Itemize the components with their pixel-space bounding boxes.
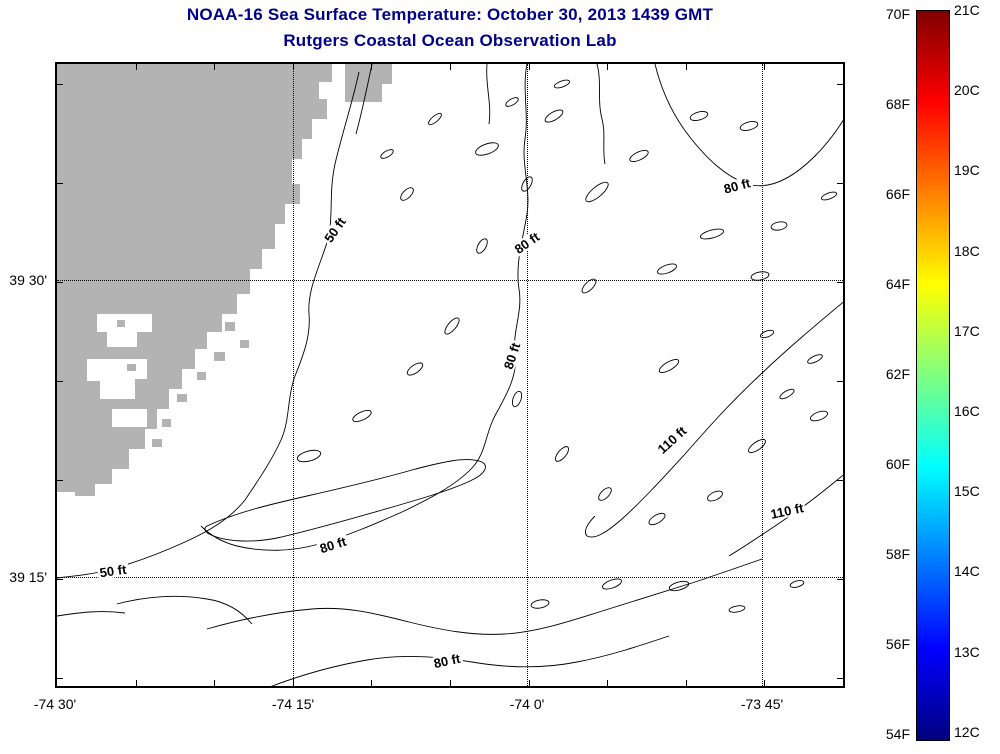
colorbar-label-fahrenheit: 64F — [885, 276, 910, 292]
figure-subtitle: Rutgers Coastal Ocean Observation Lab — [283, 31, 617, 50]
colorbar-label-celsius: 18C — [954, 242, 980, 259]
contour-top-b — [596, 64, 606, 165]
contour-top-a — [486, 64, 491, 125]
colorbar-label-celsius: 13C — [954, 643, 980, 660]
contour-fragment — [355, 64, 373, 135]
map-plot-area — [55, 62, 845, 688]
axis-tick-left — [57, 678, 63, 679]
figure-title: NOAA-16 Sea Surface Temperature: October… — [186, 5, 714, 24]
colorbar-label-fahrenheit: 68F — [885, 96, 910, 112]
land-block — [345, 64, 392, 102]
axis-tick-top — [607, 64, 608, 70]
colorbar-label-celsius: 20C — [954, 82, 980, 99]
colorbar-label-celsius: 16C — [954, 403, 980, 419]
contour-blobs — [296, 79, 838, 613]
axis-tick-bottom — [686, 680, 687, 686]
colorbar-label-fahrenheit: 54F — [885, 726, 910, 742]
contour-80ft-ne — [654, 64, 843, 187]
axis-tick-right — [837, 282, 843, 283]
contour-closed-ridge — [204, 459, 486, 542]
temperature-colorbar — [916, 10, 950, 741]
axis-tick-top — [450, 64, 451, 70]
axis-tick-left — [57, 381, 63, 382]
colorbar-label-celsius: 19C — [954, 162, 980, 179]
axis-tick-bottom — [529, 680, 530, 686]
contour-110ft — [584, 301, 843, 538]
islands — [117, 304, 249, 447]
contour-bottom-a — [206, 558, 763, 635]
axis-tick-left — [57, 183, 63, 184]
x-tick-label: -74 15' — [271, 696, 315, 712]
bay — [112, 409, 147, 427]
axis-tick-bottom — [450, 680, 451, 686]
axis-tick-top — [293, 64, 294, 70]
axis-tick-left — [57, 579, 63, 580]
contour-bottom-b — [271, 635, 670, 686]
axis-tick-right — [837, 84, 843, 85]
axis-tick-top — [214, 64, 215, 70]
colorbar-label-celsius: 21C — [954, 2, 980, 18]
colorbar-label-fahrenheit: 56F — [885, 636, 910, 652]
contour-sw-a — [116, 595, 253, 625]
axis-tick-bottom — [136, 680, 137, 686]
axis-tick-bottom — [607, 680, 608, 686]
colorbar-label-fahrenheit: 66F — [885, 186, 910, 202]
axis-tick-top — [764, 64, 765, 70]
y-tick-label: 39 30' — [9, 272, 47, 288]
grid-line-horizontal — [57, 280, 843, 281]
map-svg — [57, 64, 843, 686]
colorbar-label-fahrenheit: 70F — [885, 6, 910, 22]
axis-tick-top — [529, 64, 530, 70]
colorbar-label-fahrenheit: 60F — [885, 456, 910, 472]
axis-tick-top — [136, 64, 137, 70]
grid-line-horizontal — [57, 577, 843, 578]
axis-tick-top — [371, 64, 372, 70]
x-tick-label: -74 30' — [33, 696, 77, 712]
axis-tick-left — [57, 480, 63, 481]
colorbar-label-celsius: 17C — [954, 322, 980, 339]
axis-tick-left — [57, 282, 63, 283]
colorbar-label-fahrenheit: 62F — [885, 366, 910, 382]
axis-tick-top — [686, 64, 687, 70]
contour-50ft — [57, 71, 360, 579]
contour-sw-b — [57, 611, 126, 617]
axis-tick-left — [57, 84, 63, 85]
grid-line-vertical — [762, 64, 763, 686]
y-tick-label: 39 15' — [9, 569, 47, 585]
colorbar-label-celsius: 15C — [954, 483, 980, 500]
axis-tick-right — [837, 579, 843, 580]
axis-tick-bottom — [764, 680, 765, 686]
axis-tick-right — [837, 480, 843, 481]
axis-tick-right — [837, 381, 843, 382]
grid-line-vertical — [293, 64, 294, 686]
axis-tick-right — [837, 678, 843, 679]
colorbar-label-celsius: 14C — [954, 563, 980, 580]
axis-tick-right — [837, 183, 843, 184]
x-tick-label: -73 45' — [740, 696, 784, 712]
colorbar-label-celsius: 12C — [954, 723, 980, 740]
grid-line-vertical — [527, 64, 528, 686]
colorbar-label-fahrenheit: 58F — [885, 546, 910, 562]
x-tick-label: -74 0' — [509, 696, 545, 712]
axis-tick-bottom — [293, 680, 294, 686]
bay — [97, 314, 152, 347]
axis-tick-bottom — [371, 680, 372, 686]
axis-tick-bottom — [214, 680, 215, 686]
